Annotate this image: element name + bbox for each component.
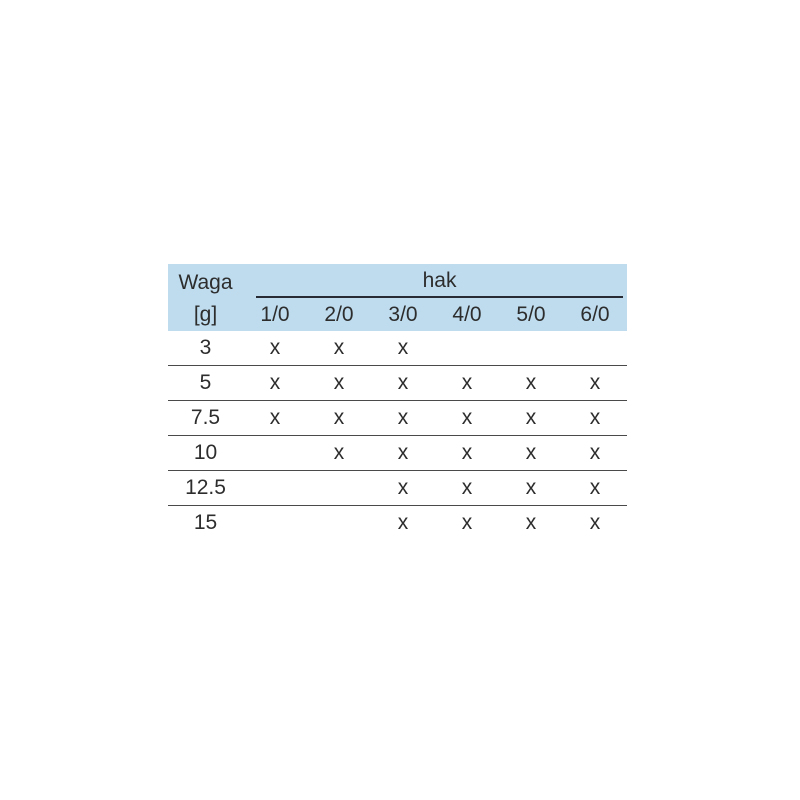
mark-cell — [435, 331, 499, 366]
mark-cell: x — [243, 400, 307, 436]
mark-cell: x — [563, 470, 628, 506]
hook-size-column-header: 2/0 — [307, 298, 371, 331]
mark-cell — [243, 505, 307, 540]
mark-cell: x — [371, 435, 435, 471]
weight-cell: 15 — [168, 505, 243, 540]
mark-cell: x — [435, 400, 499, 436]
mark-cell: x — [563, 365, 628, 401]
header-group-row: Waga hak — [168, 264, 628, 298]
mark-cell — [499, 331, 563, 366]
mark-cell: x — [435, 435, 499, 471]
mark-cell — [307, 505, 371, 540]
hook-size-column-header: 1/0 — [243, 298, 307, 331]
weight-cell: 3 — [168, 331, 243, 366]
mark-cell: x — [499, 470, 563, 506]
mark-cell: x — [499, 505, 563, 540]
table-row: 10 x x x x x — [168, 435, 628, 471]
mark-cell: x — [243, 365, 307, 401]
mark-cell: x — [243, 331, 307, 366]
weight-header-label: Waga — [178, 271, 233, 294]
hook-size-column-header: 4/0 — [435, 298, 499, 331]
hook-size-column-header: 6/0 — [563, 298, 628, 331]
table-row: 15 x x x x — [168, 505, 628, 540]
mark-cell: x — [307, 365, 371, 401]
mark-cell: x — [307, 400, 371, 436]
mark-cell: x — [435, 365, 499, 401]
mark-cell: x — [563, 435, 628, 471]
mark-cell: x — [371, 400, 435, 436]
mark-cell: x — [371, 365, 435, 401]
weight-unit-label: [g] — [193, 302, 218, 326]
hook-group-label: hak — [256, 266, 624, 298]
mark-cell — [243, 470, 307, 506]
weight-cell: 7.5 — [168, 400, 243, 436]
mark-cell: x — [499, 435, 563, 471]
mark-cell — [243, 435, 307, 471]
weight-cell: 12.5 — [168, 470, 243, 506]
mark-cell: x — [499, 400, 563, 436]
mark-cell: x — [499, 365, 563, 401]
mark-cell: x — [435, 505, 499, 540]
weight-header-line2: [g] — [168, 298, 243, 331]
mark-cell: x — [307, 331, 371, 366]
mark-cell — [307, 470, 371, 506]
mark-cell: x — [435, 470, 499, 506]
mark-cell: x — [371, 470, 435, 506]
weight-cell: 10 — [168, 435, 243, 471]
weight-header-line1: Waga — [168, 264, 243, 298]
hook-group-header: hak — [243, 264, 628, 298]
mark-cell: x — [307, 435, 371, 471]
mark-cell: x — [563, 400, 628, 436]
mark-cell — [563, 331, 628, 366]
table-row: 7.5 x x x x x x — [168, 400, 628, 436]
mark-cell: x — [371, 505, 435, 540]
mark-cell: x — [563, 505, 628, 540]
mark-cell: x — [371, 331, 435, 366]
table-row: 12.5 x x x x — [168, 470, 628, 506]
table-header: Waga hak [g] 1/0 2/0 3/0 4/0 5/0 6/0 — [168, 264, 628, 331]
weight-cell: 5 — [168, 365, 243, 401]
table-body: 3 x x x 5 x x x x x x 7.5 x x x x x x 10 x x x x x 12.5 x x x x 15 x x x… — [168, 331, 628, 540]
header-columns-row: [g] 1/0 2/0 3/0 4/0 5/0 6/0 — [168, 298, 628, 331]
hook-size-column-header: 5/0 — [499, 298, 563, 331]
hook-size-column-header: 3/0 — [371, 298, 435, 331]
